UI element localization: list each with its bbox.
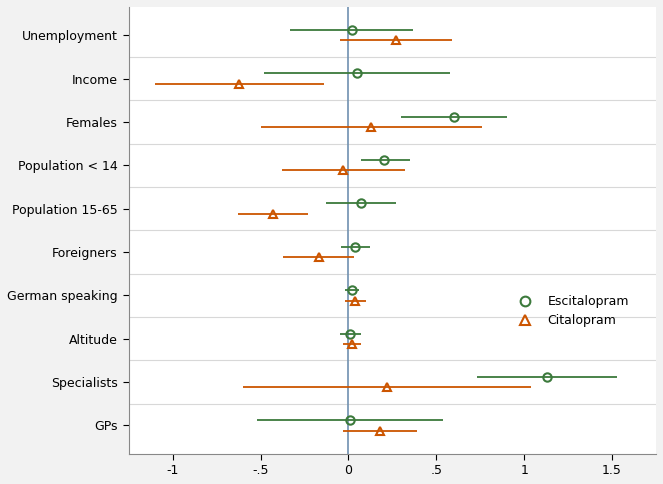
Legend: Escitalopram, Citalopram: Escitalopram, Citalopram bbox=[507, 290, 634, 333]
